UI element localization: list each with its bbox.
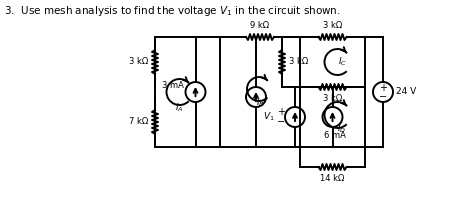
Text: 24 V: 24 V <box>396 88 416 96</box>
Text: −: − <box>277 117 285 127</box>
Text: +: + <box>379 83 387 93</box>
Text: $I_A$: $I_A$ <box>175 102 184 114</box>
Text: 3 kΩ: 3 kΩ <box>323 21 342 30</box>
Text: $V_1$: $V_1$ <box>263 111 275 123</box>
Text: $I_D$: $I_D$ <box>337 123 346 135</box>
Text: 9 kΩ: 9 kΩ <box>250 21 269 30</box>
Text: −: − <box>379 92 387 102</box>
Text: 3 kΩ: 3 kΩ <box>129 57 148 67</box>
Text: 3 kΩ: 3 kΩ <box>323 94 342 103</box>
Text: 7 kΩ: 7 kΩ <box>129 117 148 127</box>
Text: $I_B$: $I_B$ <box>255 97 264 109</box>
Text: 3 mA: 3 mA <box>162 81 184 91</box>
Text: 3.  Use mesh analysis to find the voltage $V_1$ in the circuit shown.: 3. Use mesh analysis to find the voltage… <box>4 4 341 18</box>
Text: $I_C$: $I_C$ <box>338 56 347 68</box>
Text: 14 kΩ: 14 kΩ <box>320 174 345 183</box>
Text: +: + <box>277 107 285 117</box>
Text: 6 mA: 6 mA <box>324 131 346 140</box>
Text: 3 kΩ: 3 kΩ <box>289 57 308 67</box>
